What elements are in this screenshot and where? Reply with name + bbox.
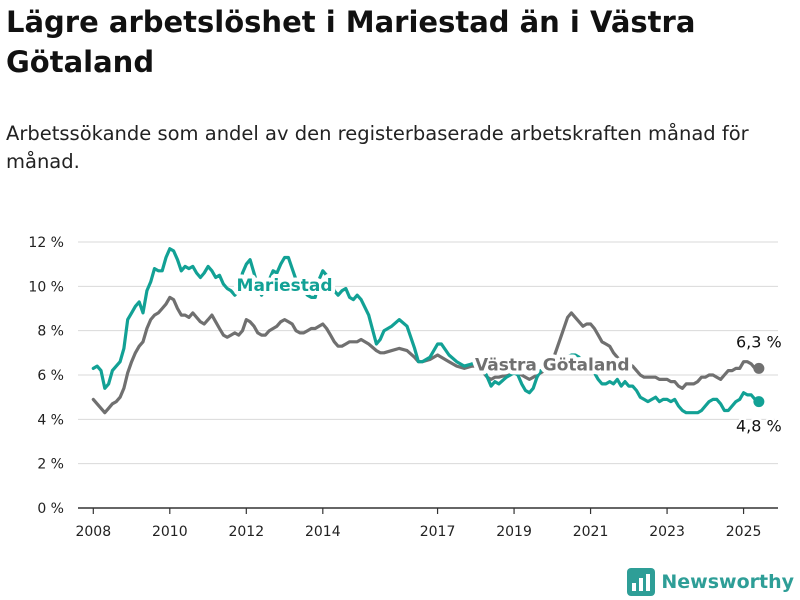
x-tick-label: 2012 [228,524,264,540]
end-value-label: 6,3 % [736,332,782,351]
x-tick-label: 2023 [649,524,685,540]
y-tick-label: 12 % [28,235,64,251]
x-tick-label: 2019 [496,524,532,540]
series-label: Västra Götaland [475,356,630,376]
y-tick-label: 8 % [37,324,64,340]
end-markers: 4,8 % 6,3 % [734,330,785,438]
y-tick-label: 0 % [37,501,64,517]
chart-title: Lägre arbetslöshet i Mariestad än i Väst… [6,5,696,79]
newsworthy-logo-icon [627,568,656,596]
x-tick-label: 2008 [75,524,111,540]
series-lines [91,247,761,415]
y-tick-label: 4 % [37,412,64,428]
x-tick-label: 2010 [152,524,188,540]
end-value-label: 4,8 % [736,417,782,436]
series-line-v-stra-g-taland [91,295,761,415]
series-label: Mariestad [237,276,333,296]
grid-lines [78,241,778,509]
y-axis: 0 % 2 % 4 % 6 % 8 % 10 % 12 % [28,235,64,517]
brand-name: Newsworthy [661,571,794,593]
x-tick-label: 2021 [573,524,609,540]
y-tick-label: 2 % [37,457,64,473]
series-labels: Mariestad Västra Götaland [233,272,634,380]
x-tick-label: 2014 [305,524,341,540]
y-tick-label: 10 % [28,279,64,295]
chart-subtitle: Arbetssökande som andel av den registerb… [6,122,749,173]
x-axis: 2008 2010 2012 2014 2017 2019 2021 2023 2025 [75,508,761,540]
x-tick-label: 2017 [420,524,456,540]
end-marker [753,362,765,374]
end-marker [753,396,765,408]
x-tick-label: 2025 [726,524,762,540]
brand-logo: Newsworthy [627,568,794,596]
series-line-mariestad [91,247,761,415]
y-tick-label: 6 % [37,368,64,384]
